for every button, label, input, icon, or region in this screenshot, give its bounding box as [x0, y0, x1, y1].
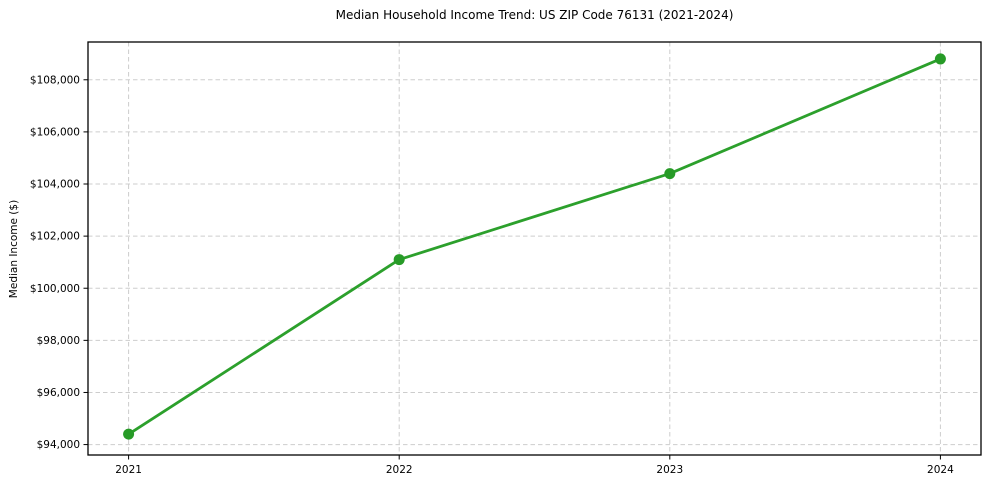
x-tick-label: 2024: [927, 464, 954, 476]
y-tick-label: $108,000: [30, 74, 80, 86]
y-tick-label: $94,000: [37, 439, 80, 451]
y-tick-label: $106,000: [30, 126, 80, 138]
x-tick-label: 2023: [656, 464, 683, 476]
data-point: [664, 168, 676, 180]
y-tick-label: $100,000: [30, 283, 80, 295]
y-tick-label: $104,000: [30, 179, 80, 191]
chart-title: Median Household Income Trend: US ZIP Co…: [335, 8, 734, 22]
x-tick-label: 2022: [386, 464, 413, 476]
trend-line: [127, 57, 942, 436]
data-point: [934, 53, 946, 65]
plot-border: [87, 41, 982, 456]
data-point: [393, 254, 405, 266]
y-tick-label: $102,000: [30, 231, 80, 243]
y-tick-label: $96,000: [37, 387, 80, 399]
x-tick-label: 2021: [115, 464, 142, 476]
data-point: [123, 428, 135, 440]
y-tick-label: $98,000: [37, 335, 80, 347]
